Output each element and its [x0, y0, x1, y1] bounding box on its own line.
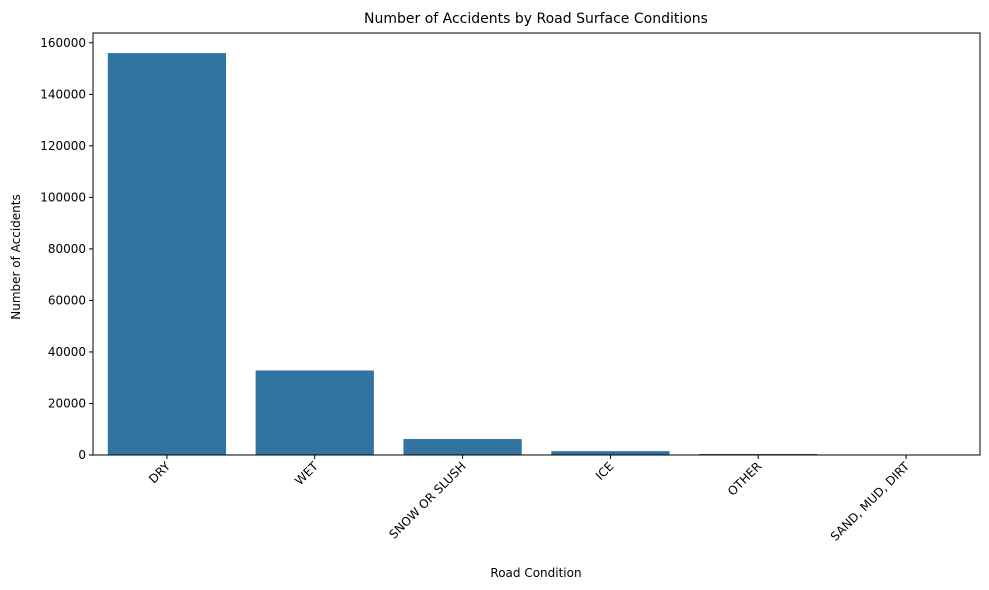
- x-tick-label: SNOW OR SLUSH: [386, 459, 468, 541]
- x-tick-label: WET: [292, 459, 321, 488]
- x-tick-label: DRY: [146, 459, 173, 486]
- y-tick-label: 60000: [48, 293, 86, 307]
- y-tick-label: 80000: [48, 242, 86, 256]
- x-axis-label: Road Condition: [490, 566, 581, 580]
- y-axis: 0 20000 40000 60000 80000 100000 120000 140000 1…: [40, 36, 93, 462]
- y-tick-label: 100000: [40, 190, 86, 204]
- bar-other: [699, 453, 818, 455]
- chart-title: Number of Accidents by Road Surface Cond…: [364, 11, 708, 27]
- bars-group: [107, 53, 966, 455]
- bar-dry: [107, 53, 227, 455]
- x-tick-label: OTHER: [725, 459, 764, 498]
- y-tick-label: 120000: [40, 139, 86, 153]
- y-tick-label: 140000: [40, 87, 86, 101]
- y-tick-label: 160000: [40, 36, 86, 50]
- y-axis-label: Number of Accidents: [9, 194, 23, 320]
- y-tick-label: 0: [78, 448, 86, 462]
- bar-snow-or-slush: [403, 439, 522, 455]
- y-tick-label: 40000: [48, 345, 86, 359]
- x-tick-label: ICE: [593, 459, 617, 483]
- x-tick-label: SAND, MUD, DIRT: [828, 459, 913, 544]
- x-axis: DRY WET SNOW OR SLUSH ICE OTHER SAND, MUD, DI…: [146, 455, 913, 544]
- bar-ice: [551, 451, 670, 455]
- bar-wet: [255, 370, 374, 455]
- y-tick-label: 20000: [48, 396, 86, 410]
- plot-frame: [92, 32, 981, 456]
